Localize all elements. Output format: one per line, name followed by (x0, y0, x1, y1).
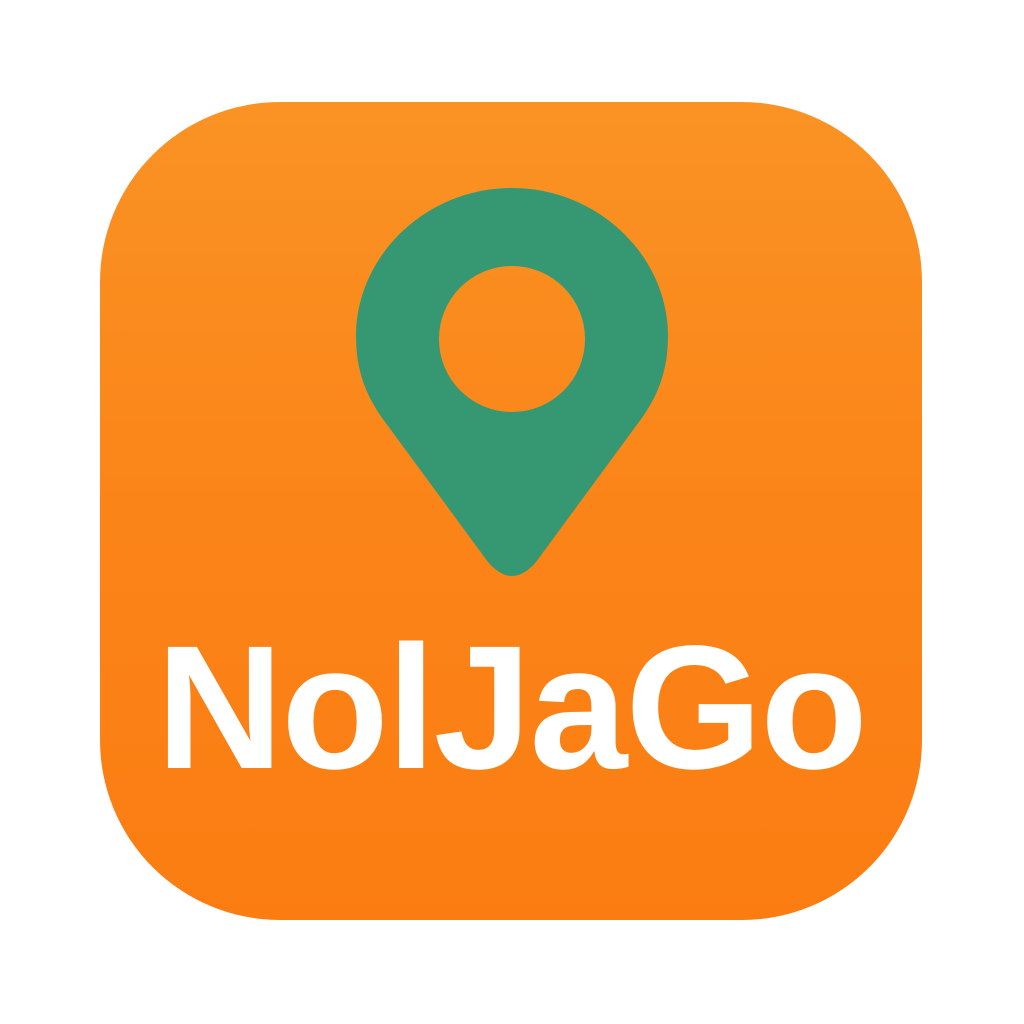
app-name: NolJaGo (156, 610, 868, 806)
app-icon-tile: NolJaGo (100, 102, 922, 920)
location-pin-icon (356, 188, 668, 576)
pin-body (356, 188, 668, 576)
